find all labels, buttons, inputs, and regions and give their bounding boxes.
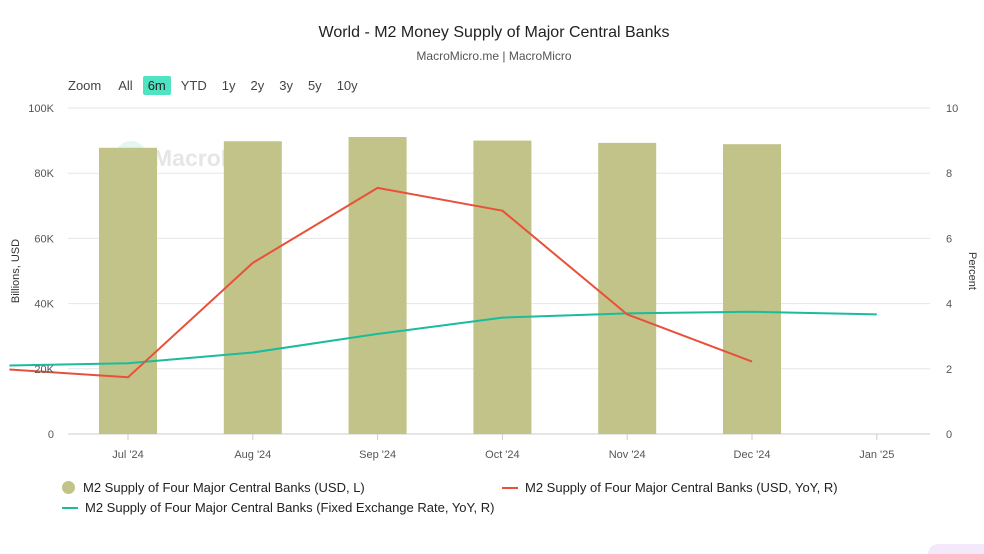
legend-bar-label: M2 Supply of Four Major Central Banks (U…	[83, 480, 365, 495]
legend-usd-yoy-symbol	[502, 486, 518, 489]
corner-decoration	[928, 544, 984, 554]
zoom-bar: Zoom All 6m YTD 1y 2y 3y 5y 10y	[68, 74, 368, 96]
zoom-label: Zoom	[68, 77, 102, 93]
legend-usd-yoy-label: M2 Supply of Four Major Central Banks (U…	[525, 480, 838, 495]
right-tick-label: 2	[946, 364, 952, 376]
left-axis-title: Billions, USD	[10, 239, 22, 303]
right-axis-title: Percent	[966, 252, 978, 290]
chart-subtitle: MacroMicro.me | MacroMicro	[416, 49, 572, 63]
line-series	[9, 186, 877, 379]
bar-series	[99, 137, 781, 434]
bar	[598, 142, 657, 434]
x-tick-label: Aug '24	[234, 449, 271, 461]
right-tick-label: 0	[946, 429, 952, 441]
zoom-3y-button[interactable]: 3y	[279, 77, 293, 93]
left-tick-label: 0	[48, 429, 54, 441]
left-tick-label: 100K	[28, 103, 54, 115]
x-tick-label: Oct '24	[485, 449, 520, 461]
zoom-ytd-button[interactable]: YTD	[180, 77, 207, 93]
right-axis-ticks: 0 2 4 6 8 10	[946, 103, 958, 441]
x-tick-label: Sep '24	[359, 449, 396, 461]
left-axis-ticks: 0 20K 40K 60K 80K 100K	[28, 103, 54, 441]
zoom-2y-button[interactable]: 2y	[250, 77, 265, 93]
bar	[223, 141, 282, 434]
legend-fixed-rate-label: M2 Supply of Four Major Central Banks (F…	[85, 500, 495, 515]
legend-bar-symbol	[62, 481, 75, 494]
right-tick-label: 4	[946, 299, 952, 311]
bar	[348, 137, 407, 434]
chart-title: World - M2 Money Supply of Major Central…	[318, 24, 670, 41]
zoom-1y-button[interactable]: 1y	[221, 77, 236, 93]
right-tick-label: 10	[946, 103, 958, 115]
x-tick-label: Jan '25	[859, 449, 894, 461]
zoom-6m-button[interactable]: 6m	[142, 75, 171, 95]
legend-item-usd-yoy[interactable]: M2 Supply of Four Major Central Banks (U…	[502, 480, 838, 495]
zoom-10y-button[interactable]: 10y	[336, 77, 358, 93]
right-tick-label: 6	[946, 233, 952, 245]
x-tick-label: Dec '24	[734, 449, 771, 461]
left-tick-label: 20K	[34, 364, 54, 376]
left-tick-label: 80K	[34, 168, 54, 180]
bar	[99, 147, 157, 434]
x-axis-ticks: Jul '24 Aug '24 Sep '24 Oct '24 Nov '24 Dec '…	[112, 434, 894, 461]
left-tick-label: 60K	[34, 233, 54, 245]
legend-fixed-rate-symbol	[62, 506, 78, 509]
left-tick-label: 40K	[34, 299, 54, 311]
bar	[723, 144, 781, 434]
fixed-rate-yoy-line	[9, 310, 877, 367]
legend-item-bar[interactable]: M2 Supply of Four Major Central Banks (U…	[62, 480, 365, 495]
right-tick-label: 8	[946, 168, 952, 180]
legend-item-fixed-rate-yoy[interactable]: M2 Supply of Four Major Central Banks (F…	[62, 500, 494, 515]
x-tick-label: Jul '24	[112, 449, 143, 461]
x-tick-label: Nov '24	[609, 449, 646, 461]
bar	[473, 140, 532, 434]
zoom-all-button[interactable]: All	[118, 77, 133, 93]
zoom-5y-button[interactable]: 5y	[307, 77, 322, 93]
usd-yoy-line	[9, 186, 753, 379]
